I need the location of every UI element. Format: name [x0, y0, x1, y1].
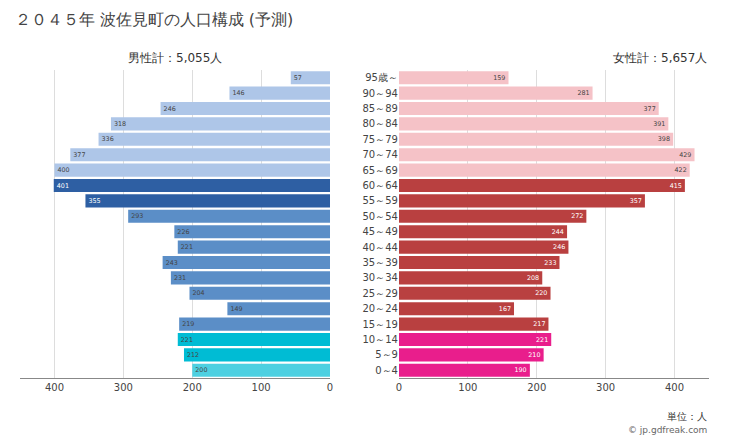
svg-text:5～9: 5～9: [375, 349, 398, 360]
svg-text:246: 246: [164, 105, 176, 113]
svg-text:293: 293: [131, 212, 143, 220]
svg-text:220: 220: [535, 289, 547, 297]
svg-text:400: 400: [45, 382, 64, 393]
svg-text:15～19: 15～19: [362, 319, 397, 330]
svg-text:0～4: 0～4: [375, 365, 398, 376]
svg-text:単位：人: 単位：人: [667, 411, 707, 422]
svg-text:300: 300: [114, 382, 133, 393]
svg-text:２０４５年 波佐見町の人口構成 (予測): ２０４５年 波佐見町の人口構成 (予測): [15, 10, 294, 29]
svg-text:400: 400: [57, 166, 69, 174]
svg-text:226: 226: [177, 228, 189, 236]
svg-text:233: 233: [544, 259, 556, 267]
svg-text:50～54: 50～54: [362, 211, 397, 222]
svg-text:210: 210: [528, 351, 540, 359]
svg-text:100: 100: [458, 382, 477, 393]
svg-text:70～74: 70～74: [362, 149, 397, 160]
svg-text:100: 100: [252, 382, 271, 393]
svg-text:244: 244: [552, 228, 564, 236]
svg-text:219: 219: [182, 320, 194, 328]
svg-text:© jp.gdfreak.com: © jp.gdfreak.com: [628, 425, 707, 435]
svg-text:300: 300: [596, 382, 615, 393]
svg-text:398: 398: [658, 135, 670, 143]
svg-text:男性計：5,055人: 男性計：5,055人: [128, 51, 222, 65]
svg-text:45～49: 45～49: [362, 226, 397, 237]
svg-text:75～79: 75～79: [362, 134, 397, 145]
svg-text:221: 221: [536, 336, 548, 344]
svg-text:女性計：5,657人: 女性計：5,657人: [613, 51, 707, 65]
svg-text:95歳～: 95歳～: [365, 72, 398, 83]
svg-text:55～59: 55～59: [362, 195, 397, 206]
svg-text:159: 159: [493, 74, 505, 82]
svg-text:272: 272: [571, 212, 583, 220]
svg-text:336: 336: [102, 135, 114, 143]
svg-text:221: 221: [181, 243, 193, 251]
svg-text:217: 217: [533, 320, 545, 328]
svg-text:0: 0: [396, 382, 402, 393]
svg-text:57: 57: [294, 74, 302, 82]
svg-text:10～14: 10～14: [362, 334, 397, 345]
svg-text:318: 318: [114, 120, 126, 128]
svg-text:85～89: 85～89: [362, 103, 397, 114]
svg-text:190: 190: [514, 366, 526, 374]
svg-text:355: 355: [88, 197, 100, 205]
svg-text:146: 146: [232, 89, 244, 97]
svg-text:401: 401: [57, 182, 69, 190]
svg-text:400: 400: [665, 382, 684, 393]
svg-text:208: 208: [527, 274, 539, 282]
svg-text:35～39: 35～39: [362, 257, 397, 268]
svg-text:357: 357: [630, 197, 642, 205]
svg-text:167: 167: [499, 305, 511, 313]
svg-text:0: 0: [327, 382, 333, 393]
svg-text:246: 246: [553, 243, 565, 251]
svg-text:40～44: 40～44: [362, 242, 397, 253]
svg-text:200: 200: [195, 366, 207, 374]
svg-text:65～69: 65～69: [362, 165, 397, 176]
svg-text:281: 281: [577, 89, 589, 97]
svg-text:60～64: 60～64: [362, 180, 397, 191]
svg-text:149: 149: [230, 305, 242, 313]
svg-text:377: 377: [644, 105, 656, 113]
svg-text:391: 391: [653, 120, 665, 128]
svg-text:231: 231: [174, 274, 186, 282]
svg-text:90～94: 90～94: [362, 88, 397, 99]
svg-text:377: 377: [73, 151, 85, 159]
svg-text:25～29: 25～29: [362, 288, 397, 299]
svg-text:422: 422: [675, 166, 687, 174]
svg-text:200: 200: [527, 382, 546, 393]
svg-text:200: 200: [183, 382, 202, 393]
svg-text:80～84: 80～84: [362, 118, 397, 129]
svg-text:415: 415: [670, 182, 682, 190]
svg-text:20～24: 20～24: [362, 303, 397, 314]
svg-text:30～34: 30～34: [362, 272, 397, 283]
svg-text:429: 429: [679, 151, 691, 159]
svg-text:212: 212: [187, 351, 199, 359]
svg-text:221: 221: [181, 336, 193, 344]
svg-text:243: 243: [166, 259, 178, 267]
svg-text:204: 204: [192, 289, 204, 297]
